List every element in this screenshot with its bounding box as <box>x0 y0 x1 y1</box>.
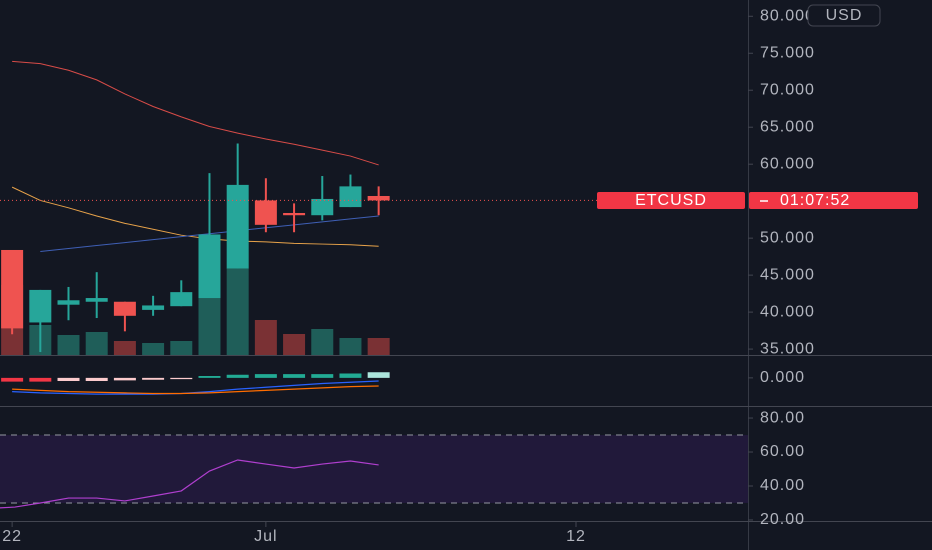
histogram-bar <box>254 374 277 378</box>
y-tick-label: 80.00 <box>760 409 805 426</box>
candle-body <box>254 200 277 225</box>
indicator-line <box>11 186 379 247</box>
histogram-bar <box>283 374 306 378</box>
pane <box>0 434 748 509</box>
indicator-line <box>12 60 379 166</box>
histogram-bar <box>57 377 80 381</box>
volume-bar <box>254 320 277 355</box>
indicator-line <box>12 385 379 395</box>
candle-body <box>85 298 108 302</box>
y-tick-label: 35.000 <box>760 340 815 357</box>
y-tick-label: 60.00 <box>760 443 805 460</box>
x-tick-label: 22 <box>2 528 22 545</box>
histogram-bar <box>113 377 136 381</box>
histogram-bar <box>170 377 193 380</box>
y-tick-label: 40.00 <box>760 477 805 494</box>
histogram-bar <box>142 377 165 380</box>
plot: 22 Jul 12 <box>0 60 748 545</box>
pane <box>1 372 390 395</box>
indicator-line <box>12 380 379 395</box>
volume-bar <box>113 341 136 355</box>
y-tick-label: 65.000 <box>760 118 815 135</box>
price-axis: 80.000 75.000 70.000 65.000 60.000 50.000 45.0… <box>748 7 815 528</box>
pane <box>1 60 390 355</box>
histogram-bar <box>226 374 249 378</box>
candle-body <box>198 234 221 299</box>
candle-body <box>142 305 165 310</box>
volume-bar <box>170 341 193 355</box>
volume-bar <box>311 329 334 355</box>
volume-bar <box>367 338 390 355</box>
volume-bar <box>339 338 362 355</box>
rsi-band <box>0 435 748 503</box>
y-tick-label: 50.000 <box>760 229 815 246</box>
histogram-bar <box>29 377 52 382</box>
histogram-bar <box>85 377 108 381</box>
candle-body <box>226 184 249 269</box>
candle-body <box>113 301 136 316</box>
y-tick-label: 20.00 <box>760 511 805 528</box>
candle-body <box>367 195 390 201</box>
y-tick-label: 0.000 <box>760 369 805 386</box>
countdown-tag <box>749 192 918 209</box>
histogram-bar <box>1 377 24 382</box>
histogram-bar <box>198 376 221 378</box>
candle-body <box>57 300 80 305</box>
candle-body <box>311 198 334 216</box>
x-tick-label: Jul <box>254 528 277 545</box>
volume-bar <box>85 332 108 355</box>
histogram-bar <box>339 373 362 378</box>
volume-bar <box>283 334 306 355</box>
y-tick-label: 45.000 <box>760 266 815 283</box>
countdown: 01:07:52 <box>780 192 850 209</box>
volume-bar <box>198 298 221 355</box>
candle-body <box>283 213 306 216</box>
y-tick-label: 75.000 <box>760 44 815 61</box>
histogram-bar <box>367 372 390 378</box>
currency-label[interactable]: USD <box>826 7 863 24</box>
volume-bar <box>226 268 249 355</box>
candle-body <box>339 186 362 208</box>
histogram-bar <box>311 374 334 378</box>
currency-button[interactable] <box>807 4 881 27</box>
x-tick-label: 12 <box>566 528 586 545</box>
volume-bar <box>142 343 165 355</box>
y-tick-label: 60.000 <box>760 155 815 172</box>
y-tick-label: 70.000 <box>760 81 815 98</box>
indicator-line <box>0 459 379 509</box>
y-tick-label: 80.000 <box>760 7 815 24</box>
symbol-tag <box>597 192 745 209</box>
candle-body <box>29 289 52 323</box>
candle-body <box>1 249 24 329</box>
candle-body <box>170 292 193 307</box>
y-tick-label: 40.000 <box>760 303 815 320</box>
volume-bar <box>57 335 80 355</box>
symbol-label: ETCUSD <box>635 192 707 209</box>
